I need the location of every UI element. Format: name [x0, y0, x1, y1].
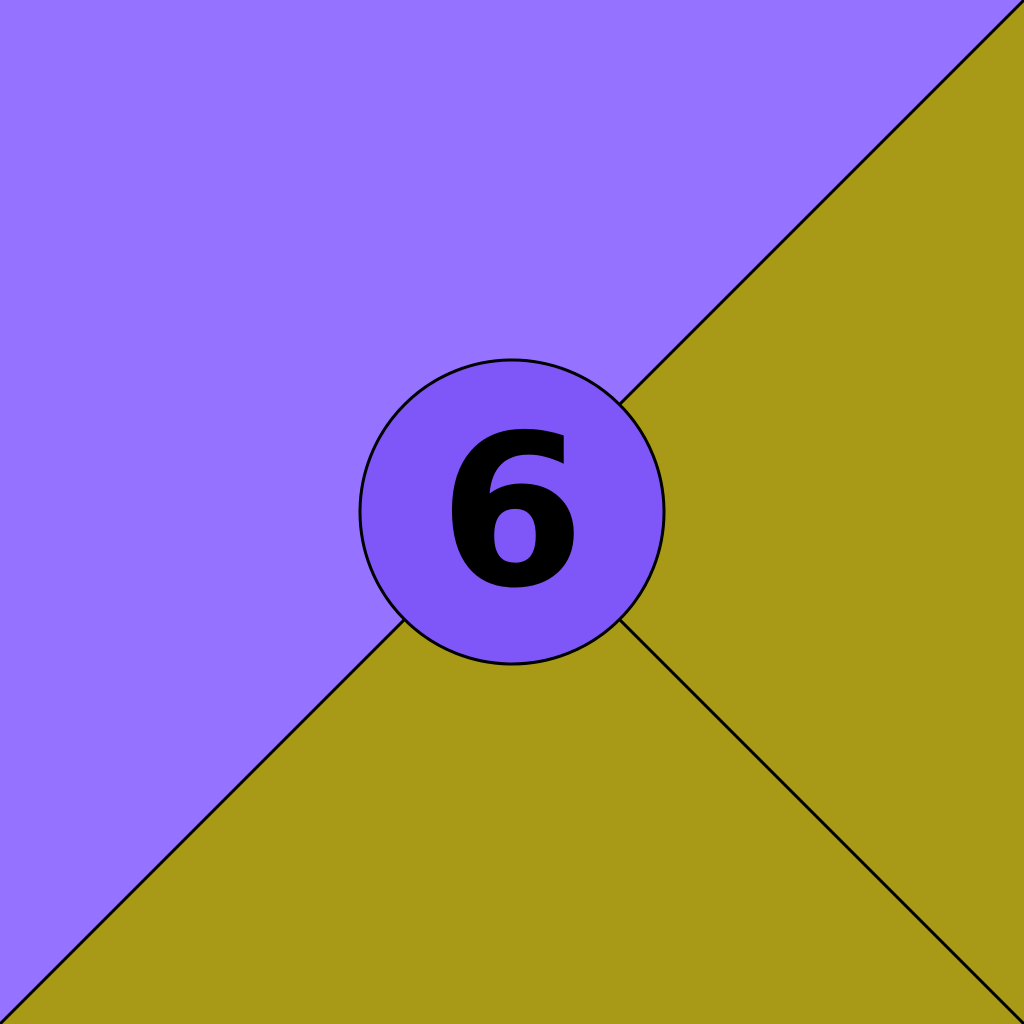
center-badge-number: 6: [439, 390, 585, 635]
center-badge-circle: [358, 358, 666, 666]
